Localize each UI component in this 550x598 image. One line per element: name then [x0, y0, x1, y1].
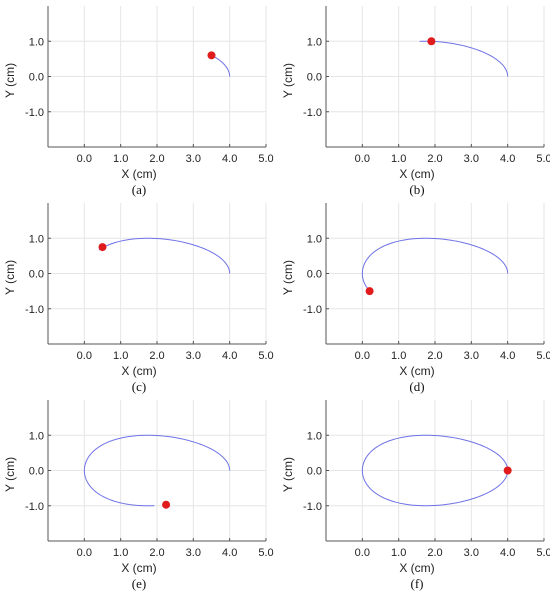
y-tick-label: 0.0 — [29, 72, 44, 84]
trajectory-line — [83, 434, 231, 507]
y-tick-label: 0.0 — [29, 466, 44, 478]
panel-label: (e) — [132, 576, 146, 591]
x-tick-label: 4.0 — [222, 350, 237, 362]
y-tick-label: 0.0 — [29, 269, 44, 281]
y-tick-label: -1.0 — [303, 304, 322, 316]
x-tick-label: 2.0 — [427, 153, 442, 165]
position-marker — [162, 500, 171, 509]
panel-label: (b) — [409, 182, 424, 197]
y-tick-label: -1.0 — [25, 501, 44, 513]
x-tick-label: 0.0 — [77, 350, 92, 362]
panel-c: 0.0 1.0 2.0 3.0 4.0 5.0 1.0 0.0 -1.0 X (cm) Y (cm)… — [3, 203, 274, 394]
x-tick-label: 1.0 — [391, 153, 406, 165]
x-tick-label: 5.0 — [536, 153, 550, 165]
y-tick-label: 1.0 — [29, 36, 44, 48]
panel-label: (c) — [132, 379, 146, 394]
x-tick-label: 4.0 — [222, 547, 237, 559]
x-axis-label: X (cm) — [399, 364, 434, 378]
x-tick-label: 4.0 — [500, 350, 515, 362]
x-tick-label: 2.0 — [149, 547, 164, 559]
trajectory-line — [419, 40, 509, 77]
y-tick-label: -1.0 — [25, 107, 44, 119]
x-axis-label: X (cm) — [121, 561, 156, 575]
y-tick-label: 0.0 — [307, 466, 322, 478]
y-tick-label: 1.0 — [29, 430, 44, 442]
x-tick-label: 1.0 — [391, 350, 406, 362]
y-axis-label: Y (cm) — [281, 63, 295, 98]
x-tick-label: 4.0 — [500, 153, 515, 165]
x-tick-label: 5.0 — [536, 350, 550, 362]
x-tick-label: 0.0 — [77, 153, 92, 165]
x-tick-label: 0.0 — [355, 547, 370, 559]
x-tick-label: 3.0 — [464, 153, 479, 165]
x-tick-label: 3.0 — [464, 350, 479, 362]
x-tick-label: 5.0 — [258, 547, 273, 559]
x-tick-label: 1.0 — [113, 350, 128, 362]
x-tick-label: 3.0 — [186, 547, 201, 559]
panel-label: (d) — [409, 379, 424, 394]
x-tick-label: 1.0 — [113, 153, 128, 165]
panel-a: 0.0 1.0 2.0 3.0 4.0 5.0 1.0 0.0 -1.0 X (cm) Y (cm)… — [3, 6, 274, 197]
x-axis-label: X (cm) — [399, 167, 434, 181]
panel-label: (f) — [411, 576, 424, 591]
trajectory-line — [361, 434, 509, 507]
x-tick-label: 3.0 — [186, 153, 201, 165]
position-marker — [207, 51, 216, 60]
panel-d: 0.0 1.0 2.0 3.0 4.0 5.0 1.0 0.0 -1.0 X (cm) Y (cm)… — [281, 203, 550, 394]
y-tick-label: 1.0 — [307, 36, 322, 48]
x-tick-label: 5.0 — [258, 153, 273, 165]
trajectory-line — [361, 237, 509, 292]
panel-e: 0.0 1.0 2.0 3.0 4.0 5.0 1.0 0.0 -1.0 X (cm) Y (cm)… — [3, 400, 274, 591]
x-tick-label: 2.0 — [427, 547, 442, 559]
x-axis-label: X (cm) — [399, 561, 434, 575]
y-axis-label: Y (cm) — [3, 457, 17, 492]
position-marker — [98, 243, 107, 252]
y-axis-label: Y (cm) — [281, 457, 295, 492]
x-tick-label: 4.0 — [222, 153, 237, 165]
x-tick-label: 4.0 — [500, 547, 515, 559]
x-tick-label: 0.0 — [355, 350, 370, 362]
x-axis-label: X (cm) — [121, 167, 156, 181]
y-tick-label: -1.0 — [303, 501, 322, 513]
y-tick-label: 0.0 — [307, 269, 322, 281]
x-tick-label: 2.0 — [427, 350, 442, 362]
x-tick-label: 5.0 — [536, 547, 550, 559]
x-axis-label: X (cm) — [121, 364, 156, 378]
position-marker — [503, 466, 512, 475]
x-tick-label: 5.0 — [258, 350, 273, 362]
panel-label: (a) — [132, 182, 146, 197]
trajectory-line — [98, 237, 231, 274]
x-tick-label: 3.0 — [186, 350, 201, 362]
y-axis-label: Y (cm) — [3, 63, 17, 98]
y-axis-label: Y (cm) — [3, 260, 17, 295]
x-tick-label: 0.0 — [355, 153, 370, 165]
x-tick-label: 0.0 — [77, 547, 92, 559]
y-tick-label: 1.0 — [29, 233, 44, 245]
x-tick-label: 2.0 — [149, 350, 164, 362]
y-tick-label: 1.0 — [307, 233, 322, 245]
y-tick-label: 1.0 — [307, 430, 322, 442]
y-tick-label: 0.0 — [307, 72, 322, 84]
x-tick-label: 3.0 — [464, 547, 479, 559]
y-axis-label: Y (cm) — [281, 260, 295, 295]
x-tick-label: 1.0 — [113, 547, 128, 559]
trajectory-line — [213, 55, 231, 77]
y-tick-label: -1.0 — [25, 304, 44, 316]
position-marker — [365, 287, 374, 296]
x-tick-label: 2.0 — [149, 153, 164, 165]
y-tick-label: -1.0 — [303, 107, 322, 119]
panel-b: 0.0 1.0 2.0 3.0 4.0 5.0 1.0 0.0 -1.0 X (cm) Y (cm)… — [281, 6, 550, 197]
position-marker — [427, 37, 436, 46]
x-tick-label: 1.0 — [391, 547, 406, 559]
panel-f: 0.0 1.0 2.0 3.0 4.0 5.0 1.0 0.0 -1.0 X (cm) Y (cm)… — [281, 400, 550, 591]
